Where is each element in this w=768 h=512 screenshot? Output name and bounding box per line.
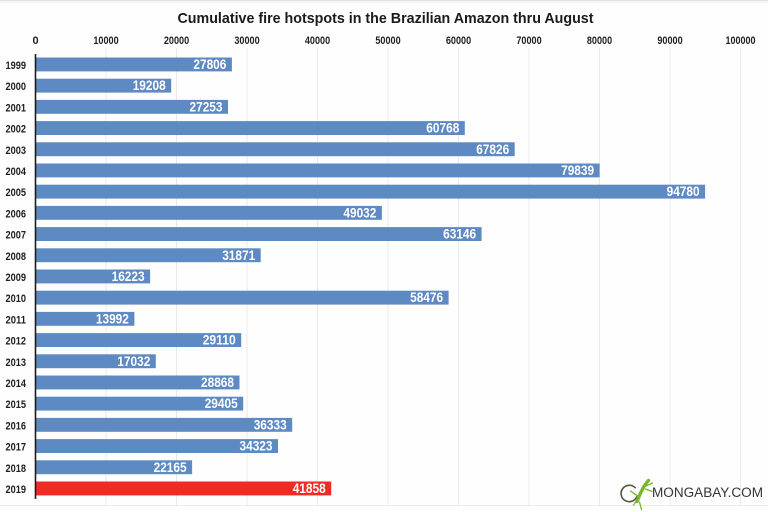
svg-text:2015: 2015 [6, 399, 27, 411]
svg-text:70000: 70000 [516, 35, 541, 47]
svg-text:60000: 60000 [446, 35, 471, 47]
svg-text:MONGABAY.COM: MONGABAY.COM [652, 485, 763, 501]
svg-text:29405: 29405 [205, 396, 238, 411]
svg-text:60768: 60768 [426, 121, 459, 136]
svg-text:2005: 2005 [6, 187, 27, 199]
svg-text:2011: 2011 [6, 314, 27, 326]
svg-text:1999: 1999 [6, 60, 27, 72]
svg-text:80000: 80000 [587, 35, 612, 47]
svg-text:13992: 13992 [96, 311, 129, 326]
svg-text:2002: 2002 [6, 124, 27, 136]
svg-text:30000: 30000 [234, 35, 259, 47]
svg-text:2014: 2014 [6, 378, 27, 390]
svg-text:16223: 16223 [112, 269, 145, 284]
svg-text:2012: 2012 [6, 336, 27, 348]
svg-text:2004: 2004 [6, 166, 27, 178]
svg-text:17032: 17032 [117, 354, 150, 369]
svg-text:2013: 2013 [6, 357, 27, 369]
svg-text:20000: 20000 [164, 35, 189, 47]
svg-text:94780: 94780 [667, 184, 700, 199]
svg-text:Cumulative fire hotspots in th: Cumulative fire hotspots in the Brazilia… [178, 10, 594, 27]
svg-text:41858: 41858 [293, 481, 326, 496]
svg-text:31871: 31871 [222, 248, 255, 263]
svg-text:67826: 67826 [476, 142, 509, 157]
svg-text:2009: 2009 [6, 272, 27, 284]
svg-text:50000: 50000 [375, 35, 400, 47]
svg-text:2000: 2000 [6, 81, 27, 93]
svg-text:2007: 2007 [6, 230, 27, 242]
svg-text:0: 0 [32, 35, 38, 47]
svg-text:2008: 2008 [6, 251, 27, 263]
svg-text:2010: 2010 [6, 293, 27, 305]
svg-text:40000: 40000 [305, 35, 330, 47]
svg-text:79839: 79839 [561, 163, 594, 178]
svg-text:19208: 19208 [133, 78, 166, 93]
svg-text:49032: 49032 [343, 205, 376, 220]
svg-text:10000: 10000 [93, 35, 118, 47]
svg-text:90000: 90000 [657, 35, 682, 47]
svg-text:27806: 27806 [193, 57, 226, 72]
svg-text:34323: 34323 [240, 439, 273, 454]
svg-text:2003: 2003 [6, 145, 27, 157]
svg-text:63146: 63146 [443, 227, 476, 242]
svg-text:36333: 36333 [254, 417, 287, 432]
svg-text:100000: 100000 [726, 35, 756, 47]
svg-text:2017: 2017 [6, 442, 27, 454]
svg-text:2018: 2018 [6, 463, 27, 475]
svg-text:2001: 2001 [6, 102, 27, 114]
svg-text:2019: 2019 [6, 484, 27, 496]
svg-text:2016: 2016 [6, 420, 27, 432]
svg-text:58476: 58476 [410, 290, 443, 305]
svg-text:28868: 28868 [201, 375, 234, 390]
svg-text:29110: 29110 [203, 333, 236, 348]
svg-text:22165: 22165 [154, 460, 187, 475]
svg-text:27253: 27253 [190, 99, 223, 114]
svg-text:2006: 2006 [6, 208, 27, 220]
